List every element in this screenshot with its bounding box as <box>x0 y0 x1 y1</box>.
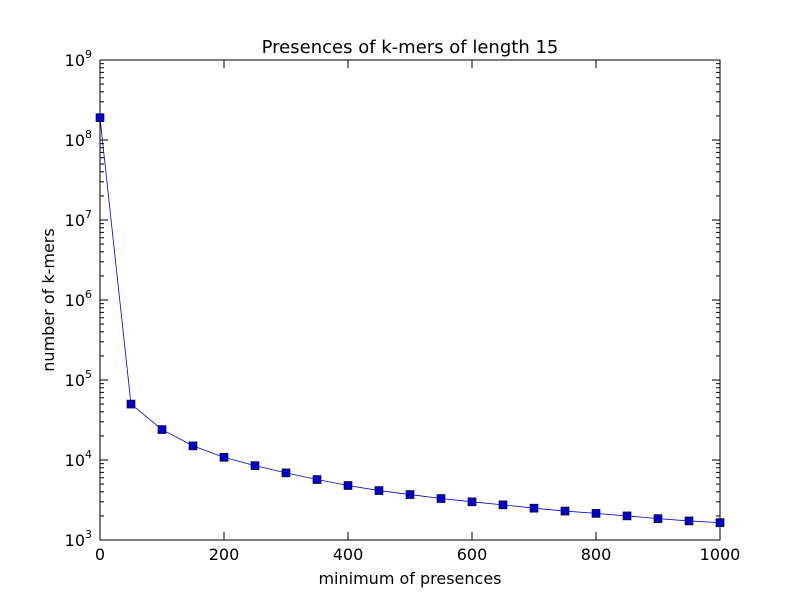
data-point <box>281 468 291 478</box>
y-tick-label: 106 <box>65 288 92 310</box>
data-point <box>715 518 725 527</box>
data-point <box>467 497 477 507</box>
data-point <box>250 461 260 470</box>
y-tick-base: 10 <box>65 211 85 230</box>
chart-title: Presences of k-mers of length 15 <box>262 37 559 58</box>
y-axis-label: number of k-mers <box>39 228 58 371</box>
x-tick-label: 1000 <box>700 545 741 564</box>
y-tick-exponent: 4 <box>85 448 92 461</box>
y-tick-label: 109 <box>65 48 92 70</box>
data-point <box>157 425 167 434</box>
y-tick-exponent: 9 <box>85 48 92 61</box>
y-tick-label: 107 <box>65 208 92 230</box>
x-tick-label: 800 <box>581 545 612 564</box>
y-tick-exponent: 6 <box>85 288 92 301</box>
data-point <box>436 494 446 503</box>
data-point <box>219 453 229 462</box>
y-tick-base: 10 <box>65 371 85 390</box>
data-point <box>560 506 570 516</box>
data-point <box>684 516 694 526</box>
data-point <box>622 511 632 521</box>
plot-frame <box>99 59 721 541</box>
data-point <box>312 475 322 484</box>
y-tick-label: 108 <box>65 128 92 150</box>
x-tick-label: 400 <box>333 545 364 564</box>
y-tick-label: 103 <box>65 528 92 550</box>
y-tick-label: 105 <box>65 368 92 390</box>
data-point <box>498 500 508 510</box>
x-tick-label: 0 <box>95 545 105 564</box>
y-tick-base: 10 <box>65 291 85 310</box>
y-tick-base: 10 <box>65 451 85 470</box>
x-tick-label: 600 <box>457 545 488 564</box>
data-point <box>374 486 384 495</box>
y-tick-exponent: 5 <box>85 368 92 381</box>
y-tick-base: 10 <box>65 531 85 550</box>
data-point <box>126 399 136 409</box>
data-point <box>529 503 539 513</box>
y-tick-base: 10 <box>65 131 85 150</box>
data-point <box>405 490 415 499</box>
y-tick-exponent: 8 <box>85 128 92 141</box>
y-tick-exponent: 3 <box>85 528 92 541</box>
x-axis-label: minimum of presences <box>318 569 501 588</box>
data-point <box>343 481 353 490</box>
y-tick-base: 10 <box>65 51 85 70</box>
data-point <box>653 514 663 523</box>
data-point <box>95 113 105 122</box>
x-tick-label: 200 <box>209 545 240 564</box>
data-point <box>591 509 601 518</box>
y-tick-label: 104 <box>65 448 92 470</box>
data-point <box>188 441 198 451</box>
y-tick-exponent: 7 <box>85 208 92 221</box>
series-line <box>99 117 721 524</box>
